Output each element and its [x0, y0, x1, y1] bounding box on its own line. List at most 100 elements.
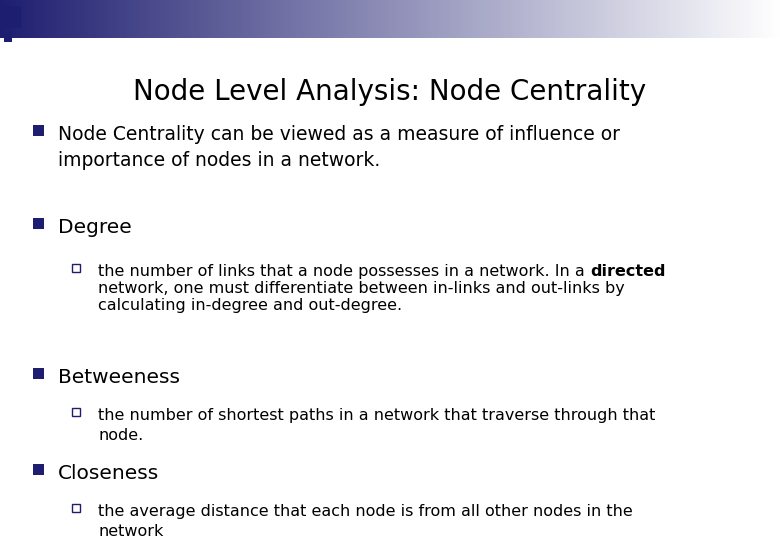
- Bar: [182, 0, 185, 38]
- Bar: [328, 0, 330, 38]
- Bar: [460, 0, 463, 38]
- Bar: [694, 0, 697, 38]
- Bar: [551, 0, 554, 38]
- Bar: [658, 0, 661, 38]
- Bar: [476, 0, 478, 38]
- Bar: [603, 0, 606, 38]
- Bar: [575, 0, 577, 38]
- Bar: [421, 0, 424, 38]
- Bar: [127, 0, 130, 38]
- Bar: [190, 0, 193, 38]
- Bar: [702, 0, 704, 38]
- Bar: [283, 0, 286, 38]
- Bar: [431, 0, 434, 38]
- Bar: [135, 0, 138, 38]
- Bar: [39, 0, 41, 38]
- Bar: [743, 0, 746, 38]
- Bar: [338, 0, 341, 38]
- Text: the number of shortest paths in a network that traverse through that
node.: the number of shortest paths in a networ…: [98, 408, 655, 443]
- Bar: [439, 0, 442, 38]
- Bar: [101, 0, 104, 38]
- Bar: [257, 0, 260, 38]
- Text: Betweeness: Betweeness: [58, 368, 180, 387]
- Bar: [468, 0, 470, 38]
- Bar: [0, 0, 2, 38]
- Bar: [356, 0, 359, 38]
- Bar: [770, 0, 772, 38]
- Bar: [642, 0, 645, 38]
- Bar: [307, 0, 310, 38]
- Text: the average distance that each node is from all other nodes in the
network: the average distance that each node is f…: [98, 504, 633, 539]
- Bar: [601, 0, 603, 38]
- Bar: [715, 0, 718, 38]
- Bar: [232, 0, 234, 38]
- Text: network, one must differentiate between in-links and out-links by: network, one must differentiate between …: [98, 281, 625, 296]
- Bar: [80, 0, 83, 38]
- Bar: [148, 0, 151, 38]
- Bar: [41, 0, 44, 38]
- Bar: [606, 0, 608, 38]
- Bar: [640, 0, 642, 38]
- Bar: [224, 0, 226, 38]
- Bar: [512, 0, 515, 38]
- Bar: [767, 0, 770, 38]
- Bar: [213, 0, 216, 38]
- Bar: [757, 0, 759, 38]
- Bar: [252, 0, 255, 38]
- Bar: [322, 0, 325, 38]
- Bar: [515, 0, 517, 38]
- Bar: [559, 0, 562, 38]
- Bar: [502, 0, 505, 38]
- Bar: [466, 0, 468, 38]
- Bar: [5, 0, 8, 38]
- Bar: [668, 0, 671, 38]
- Bar: [523, 0, 525, 38]
- Bar: [291, 0, 294, 38]
- Bar: [216, 0, 218, 38]
- Bar: [712, 0, 715, 38]
- Bar: [481, 0, 484, 38]
- Bar: [619, 0, 622, 38]
- Bar: [29, 0, 31, 38]
- Bar: [536, 0, 538, 38]
- Bar: [637, 0, 640, 38]
- Bar: [497, 0, 499, 38]
- Bar: [185, 0, 187, 38]
- Bar: [419, 0, 421, 38]
- Bar: [390, 0, 392, 38]
- Bar: [16, 0, 18, 38]
- Bar: [437, 0, 439, 38]
- Bar: [333, 0, 335, 38]
- Bar: [624, 0, 626, 38]
- FancyBboxPatch shape: [72, 504, 80, 512]
- Bar: [505, 0, 507, 38]
- Bar: [52, 0, 55, 38]
- Bar: [10, 0, 13, 38]
- Bar: [179, 0, 182, 38]
- Bar: [47, 0, 49, 38]
- Bar: [341, 0, 343, 38]
- Bar: [595, 0, 598, 38]
- Bar: [31, 0, 34, 38]
- Bar: [125, 0, 127, 38]
- Bar: [416, 0, 419, 38]
- Bar: [60, 0, 62, 38]
- Bar: [239, 0, 242, 38]
- Bar: [507, 0, 509, 38]
- Bar: [349, 0, 351, 38]
- Bar: [255, 0, 257, 38]
- Bar: [109, 0, 112, 38]
- Bar: [400, 0, 403, 38]
- Bar: [541, 0, 544, 38]
- Bar: [380, 0, 382, 38]
- Bar: [470, 0, 473, 38]
- Text: directed: directed: [590, 264, 665, 279]
- Bar: [528, 0, 530, 38]
- Bar: [548, 0, 551, 38]
- Bar: [26, 0, 29, 38]
- Bar: [445, 0, 447, 38]
- Bar: [622, 0, 624, 38]
- Bar: [608, 0, 611, 38]
- Bar: [34, 0, 37, 38]
- Bar: [367, 0, 369, 38]
